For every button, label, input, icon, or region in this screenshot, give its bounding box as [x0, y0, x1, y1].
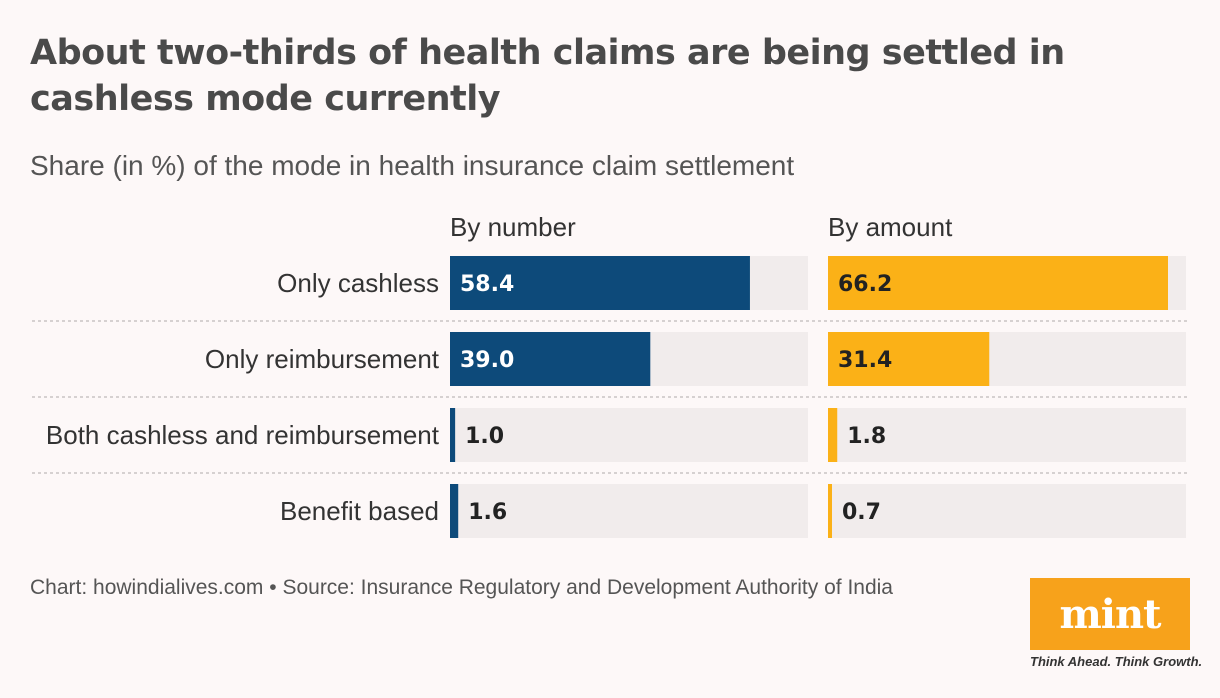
data-label: 39.0: [460, 348, 514, 373]
bar: [450, 332, 651, 386]
column-header-1: By amount: [828, 212, 953, 242]
bar: [450, 408, 456, 462]
bar: [450, 256, 750, 310]
bar-track: [450, 408, 808, 462]
data-label: 58.4: [460, 272, 514, 297]
data-label: 1.8: [847, 424, 886, 449]
chart-subtitle: Share (in %) of the mode in health insur…: [30, 150, 795, 181]
logo-text: mint: [1059, 590, 1161, 638]
bar: [828, 408, 838, 462]
category-label: Only reimbursement: [205, 344, 440, 374]
mint-logo: mint: [1030, 578, 1190, 650]
data-label: 1.6: [468, 500, 507, 525]
bar: [828, 256, 1168, 310]
data-label: 1.0: [465, 424, 504, 449]
bar-track: [450, 484, 808, 538]
category-label: Benefit based: [280, 496, 439, 526]
bar: [828, 332, 990, 386]
logo-tagline: Think Ahead. Think Growth.: [1030, 654, 1203, 669]
column-header-0: By number: [450, 212, 576, 242]
source-note: Chart: howindialives.com • Source: Insur…: [30, 576, 893, 599]
chart-title: About two-thirds of health claims are be…: [30, 33, 1065, 119]
category-label: Only cashless: [277, 268, 439, 298]
bar: [828, 484, 832, 538]
bar-track: [828, 484, 1186, 538]
bar-track: [828, 408, 1186, 462]
category-label: Both cashless and reimbursement: [46, 420, 440, 450]
bar: [450, 484, 459, 538]
data-label: 66.2: [838, 272, 892, 297]
data-label: 31.4: [838, 348, 892, 373]
data-label: 0.7: [842, 500, 881, 525]
